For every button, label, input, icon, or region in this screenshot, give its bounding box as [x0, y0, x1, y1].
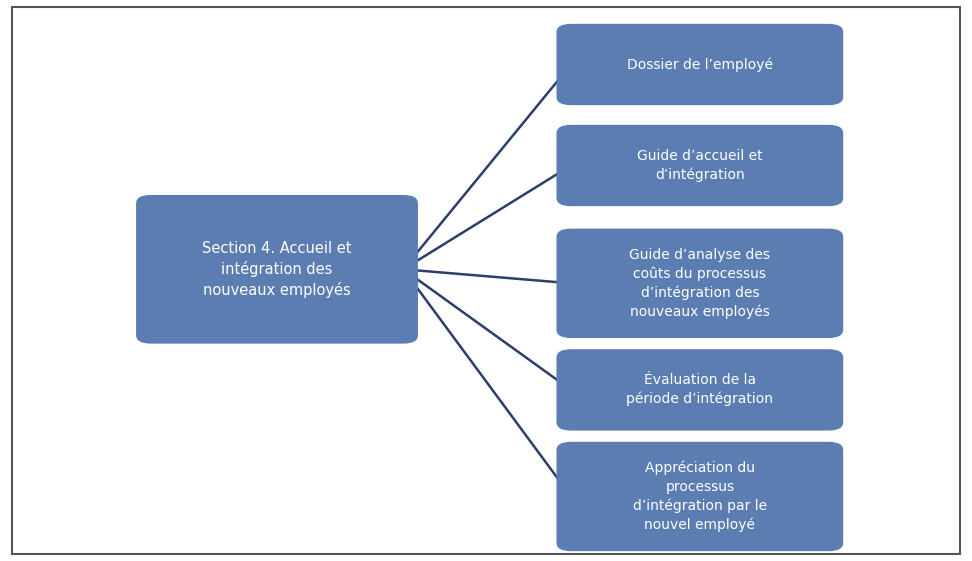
- Text: Section 4. Accueil et
intégration des
nouveaux employés: Section 4. Accueil et intégration des no…: [202, 241, 352, 298]
- FancyBboxPatch shape: [556, 24, 843, 105]
- FancyBboxPatch shape: [556, 442, 843, 551]
- Text: Évaluation de la
période d’intégration: Évaluation de la période d’intégration: [626, 373, 774, 407]
- FancyBboxPatch shape: [556, 229, 843, 338]
- Text: Appréciation du
processus
d’intégration par le
nouvel employé: Appréciation du processus d’intégration …: [633, 461, 767, 532]
- Text: Guide d’accueil et
d’intégration: Guide d’accueil et d’intégration: [637, 149, 763, 182]
- Text: Guide d’analyse des
coûts du processus
d’intégration des
nouveaux employés: Guide d’analyse des coûts du processus d…: [629, 247, 771, 319]
- FancyBboxPatch shape: [556, 349, 843, 431]
- FancyBboxPatch shape: [556, 125, 843, 206]
- Text: Dossier de l’employé: Dossier de l’employé: [627, 57, 773, 72]
- FancyBboxPatch shape: [136, 195, 418, 343]
